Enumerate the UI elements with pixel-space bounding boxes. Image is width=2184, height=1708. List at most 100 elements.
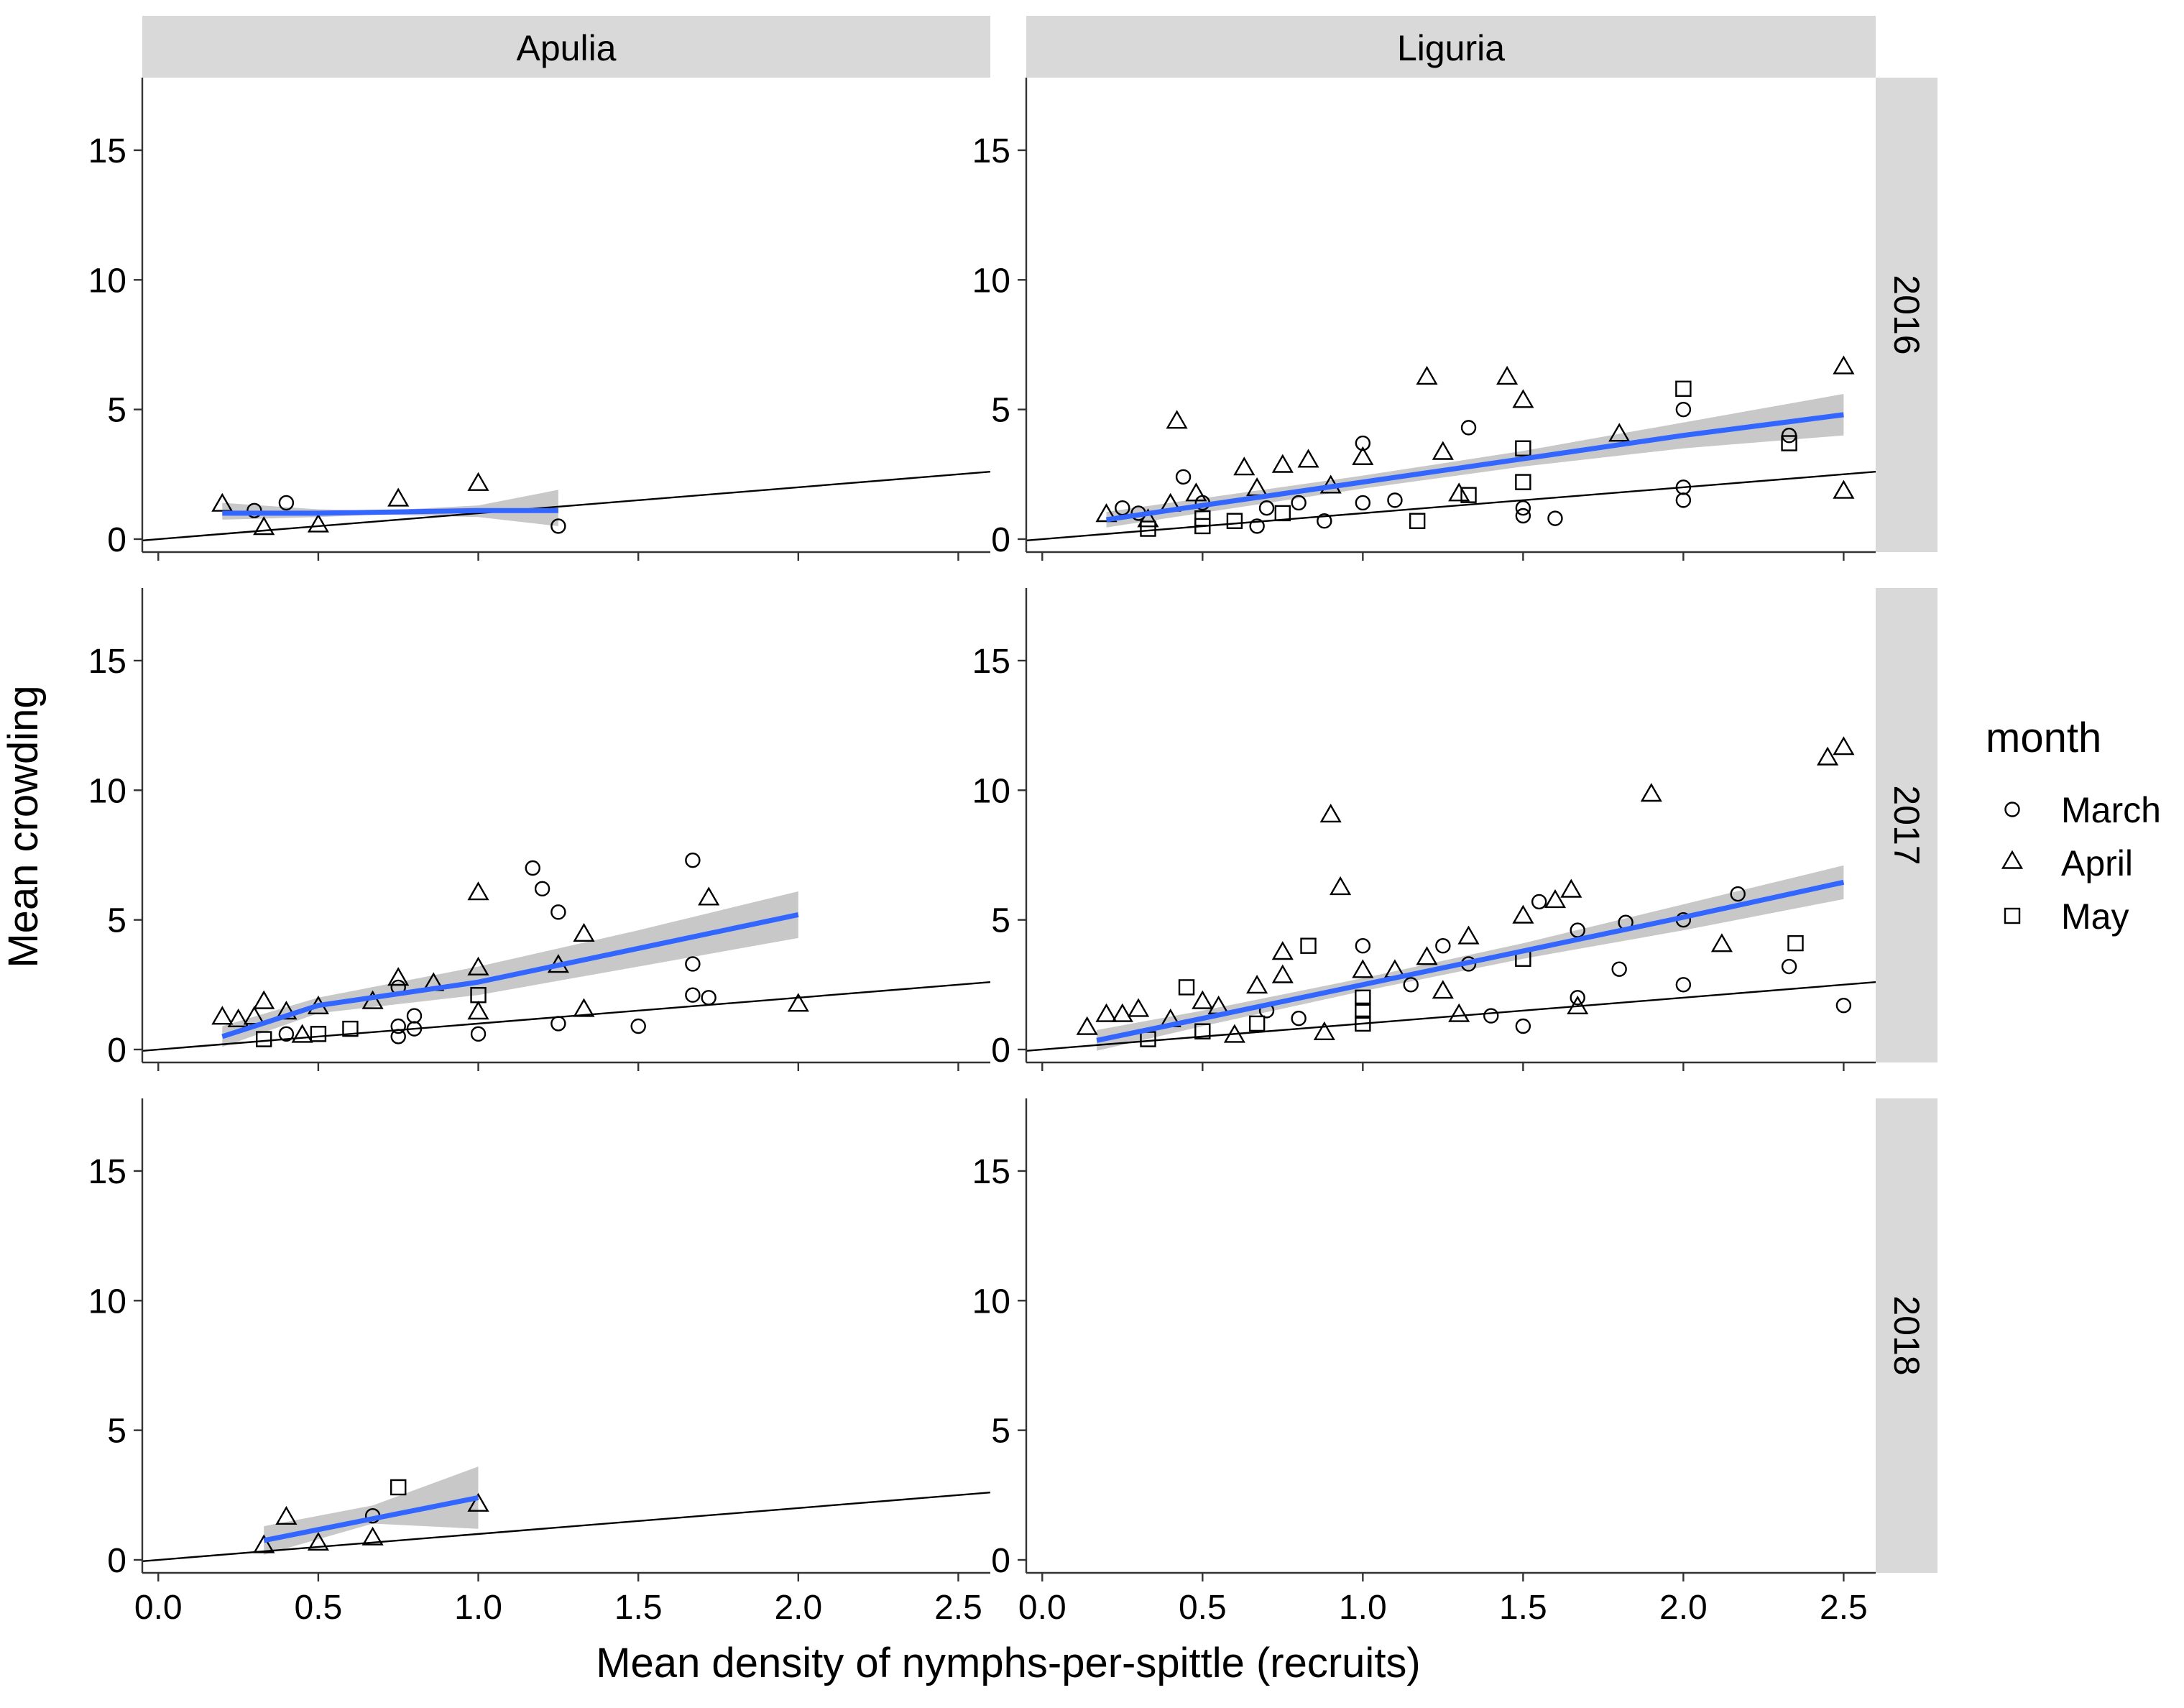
point-apulia-2017-april-22 [467, 1001, 489, 1020]
fit-line-apulia-2018 [263, 1494, 479, 1543]
y-axis-title: Mean crowding [0, 685, 47, 968]
point-liguria-2017-april-39 [1544, 889, 1567, 909]
point-liguria-2017-april-0 [1076, 1016, 1098, 1035]
point-liguria-2016-march-7 [1175, 469, 1192, 485]
point-liguria-2016-april-48 [1833, 479, 1855, 499]
strip-bg-liguria [1026, 16, 1876, 78]
point-liguria-2017-april-20 [1330, 876, 1352, 896]
x-tick-label-liguria-2018-3: 1.5 [1499, 1589, 1547, 1627]
point-apulia-2017-april-5 [275, 1001, 298, 1020]
point-apulia-2016-march-7 [550, 518, 566, 534]
point-liguria-2016-april-20 [1297, 449, 1319, 468]
point-liguria-2016-may-46 [1781, 435, 1797, 451]
point-apulia-2017-march-32 [685, 852, 701, 868]
point-apulia-2017-march-25 [534, 881, 550, 897]
point-apulia-2016-march-3 [278, 495, 295, 511]
point-liguria-2016-may-18 [1274, 505, 1291, 522]
point-liguria-2016-may-10 [1194, 510, 1211, 527]
legend-item-april: April [2001, 843, 2133, 883]
point-liguria-2016-april-47 [1833, 355, 1855, 375]
point-liguria-2016-march-38 [1515, 508, 1531, 524]
panel-area: Apulia Liguria 2016 2017 2018 0 5 10 15 0 5 10 15 0 5 1… [88, 16, 1938, 1627]
point-apulia-2017-april-0 [211, 1006, 234, 1025]
point-liguria-2017-april-3 [1128, 998, 1150, 1017]
strip-liguria: Liguria [1026, 16, 1876, 78]
legend-item-may: May [2004, 896, 2129, 937]
strip-bg-2016 [1876, 78, 1938, 552]
point-liguria-2017-april-1 [1095, 1003, 1118, 1022]
reference-line-apulia-2018 [142, 1492, 990, 1562]
fit-line-liguria-2016 [1105, 412, 1844, 523]
point-apulia-2016-april-6 [467, 472, 489, 491]
point-apulia-2018-april-1 [275, 1505, 298, 1525]
point-liguria-2016-march-39 [1547, 510, 1563, 526]
point-liguria-2016-march-26 [1387, 492, 1403, 508]
point-apulia-2017-march-36 [701, 990, 717, 1006]
panel-apulia-2016: 0 5 10 15 [88, 78, 990, 561]
point-liguria-2017-april-15 [1271, 964, 1294, 983]
point-liguria-2016-april-33 [1496, 365, 1519, 385]
y-tick-label-apulia-2016-0: 0 [107, 521, 126, 559]
point-liguria-2017-april-35 [1512, 904, 1534, 924]
point-liguria-2017-may-7 [1194, 1023, 1211, 1039]
y-tick-label-apulia-2017-1: 5 [107, 902, 126, 940]
point-liguria-2017-april-49 [1710, 933, 1733, 952]
point-apulia-2017-april-4 [253, 990, 275, 1009]
point-liguria-2017-may-52 [1787, 935, 1804, 952]
point-liguria-2016-may-12 [1226, 513, 1243, 529]
point-liguria-2017-march-50 [1730, 886, 1746, 902]
point-liguria-2017-march-48 [1675, 977, 1692, 993]
panel-apulia-2017: 0 5 10 15 [88, 588, 990, 1071]
point-liguria-2017-april-32 [1457, 925, 1480, 945]
point-liguria-2017-march-38 [1531, 894, 1547, 910]
panel-liguria-2016: 0 5 10 15 [972, 78, 1876, 561]
confidence-band-liguria-2016 [1106, 394, 1844, 528]
strip-2016: 2016 [1876, 78, 1938, 552]
point-apulia-2017-april-1 [227, 1008, 249, 1028]
x-tick-label-apulia-2018-3: 1.5 [614, 1589, 663, 1627]
point-apulia-2017-march-28 [550, 1016, 566, 1032]
y-tick-label-liguria-2016-2: 10 [972, 262, 1010, 300]
point-liguria-2016-march-16 [1258, 500, 1275, 516]
point-apulia-2017-march-24 [525, 860, 540, 876]
point-liguria-2017-march-55 [1835, 997, 1852, 1014]
point-apulia-2017-april-37 [787, 993, 809, 1012]
legend-label-april: April [2061, 843, 2133, 883]
point-liguria-2017-march-51 [1781, 958, 1797, 975]
point-apulia-2016-march-1 [246, 502, 262, 518]
y-tick-label-liguria-2017-3: 15 [972, 643, 1010, 681]
x-tick-label-apulia-2018-5: 2.5 [934, 1589, 982, 1627]
y-tick-label-apulia-2018-2: 10 [88, 1282, 126, 1321]
point-liguria-2017-march-27 [1403, 977, 1419, 993]
point-apulia-2017-april-29 [573, 922, 595, 942]
point-apulia-2017-march-34 [685, 987, 701, 1003]
y-tick-label-apulia-2017-0: 0 [107, 1032, 126, 1070]
x-tick-label-apulia-2018-4: 2.0 [774, 1589, 822, 1627]
x-tick-label-apulia-2018-2: 1.0 [454, 1589, 502, 1627]
point-liguria-2016-march-21 [1317, 513, 1332, 529]
point-apulia-2017-april-19 [467, 881, 489, 901]
point-liguria-2017-may-17 [1300, 937, 1317, 954]
point-apulia-2016-april-4 [307, 513, 329, 533]
fit-line-liguria-2017 [1096, 879, 1845, 1043]
x-tick-label-liguria-2018-1: 0.5 [1179, 1589, 1227, 1627]
point-liguria-2017-april-19 [1319, 804, 1342, 823]
point-apulia-2017-march-14 [390, 1018, 406, 1034]
y-tick-label-apulia-2017-3: 15 [88, 643, 126, 681]
point-liguria-2017-march-29 [1435, 938, 1451, 954]
confidence-band-apulia-2016 [222, 490, 558, 526]
strip-bg-apulia [142, 16, 990, 78]
point-apulia-2017-may-9 [310, 1026, 327, 1042]
point-liguria-2016-march-44 [1675, 492, 1692, 508]
strip-label-apulia: Apulia [517, 28, 617, 68]
strip-apulia: Apulia [142, 16, 990, 78]
point-liguria-2017-march-34 [1483, 1008, 1499, 1024]
reference-line-liguria-2017 [1026, 981, 1876, 1052]
y-tick-label-apulia-2018-0: 0 [107, 1542, 126, 1580]
x-axis-title: Mean density of nymphs-per-spittle (recr… [596, 1640, 1421, 1686]
strip-label-2017: 2017 [1886, 785, 1927, 865]
point-liguria-2017-april-18 [1313, 1021, 1335, 1041]
legend-key-april [2001, 850, 2024, 869]
x-tick-label-liguria-2018-4: 2.0 [1659, 1589, 1708, 1627]
strip-label-2016: 2016 [1886, 275, 1927, 354]
